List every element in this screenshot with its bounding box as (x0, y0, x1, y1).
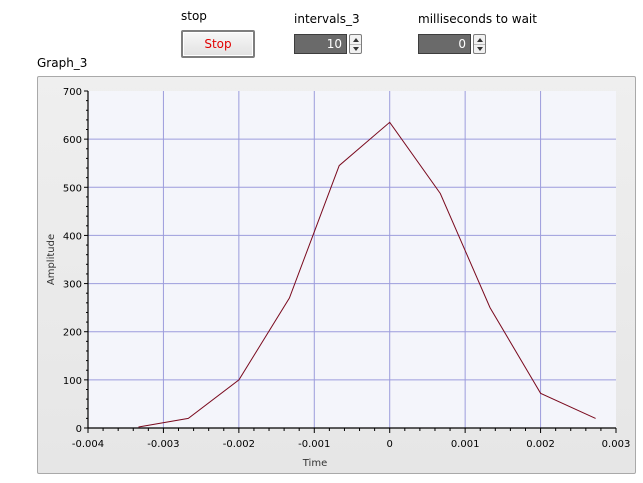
wait-numeric-control: 0 (418, 34, 486, 54)
graph-title: Graph_3 (37, 56, 88, 70)
wait-input[interactable]: 0 (418, 34, 471, 54)
arrow-up-icon (352, 37, 359, 42)
wait-spinner (473, 34, 486, 54)
series-line (138, 121, 596, 428)
arrow-down-icon (476, 46, 483, 51)
x-tick-label: -0.002 (223, 439, 255, 450)
arrow-up-icon (476, 37, 483, 42)
y-tick-label: 0 (76, 424, 82, 435)
intervals-input[interactable]: 10 (294, 34, 347, 54)
x-tick-label: 0.003 (602, 439, 631, 450)
stop-label: stop (181, 9, 207, 23)
x-axis-title: Time (302, 458, 327, 469)
plot-area (88, 91, 616, 428)
intervals-increment-button[interactable] (350, 35, 361, 45)
y-axis-title: Amplitude (46, 234, 57, 285)
intervals-decrement-button[interactable] (350, 44, 361, 53)
intervals-label: intervals_3 (294, 12, 360, 26)
y-tick-label: 400 (63, 231, 82, 242)
y-tick-label: 600 (63, 135, 82, 146)
x-tick-label: -0.003 (147, 439, 179, 450)
x-tick-label: 0.001 (451, 439, 480, 450)
x-tick-label: -0.001 (298, 439, 330, 450)
intervals-numeric-control: 10 (294, 34, 362, 54)
y-tick-label: 100 (63, 376, 82, 387)
x-tick-label: 0 (387, 439, 393, 450)
x-tick-label: -0.004 (72, 439, 104, 450)
stop-button[interactable]: Stop (181, 30, 255, 58)
wait-label: milliseconds to wait (418, 12, 537, 26)
x-tick-label: 0.002 (526, 439, 555, 450)
y-tick-label: 500 (63, 183, 82, 194)
arrow-down-icon (352, 46, 359, 51)
wait-decrement-button[interactable] (474, 44, 485, 53)
wait-increment-button[interactable] (474, 35, 485, 45)
y-tick-label: 300 (63, 280, 82, 291)
y-tick-label: 700 (63, 87, 82, 98)
y-tick-label: 200 (63, 328, 82, 339)
intervals-spinner (349, 34, 362, 54)
